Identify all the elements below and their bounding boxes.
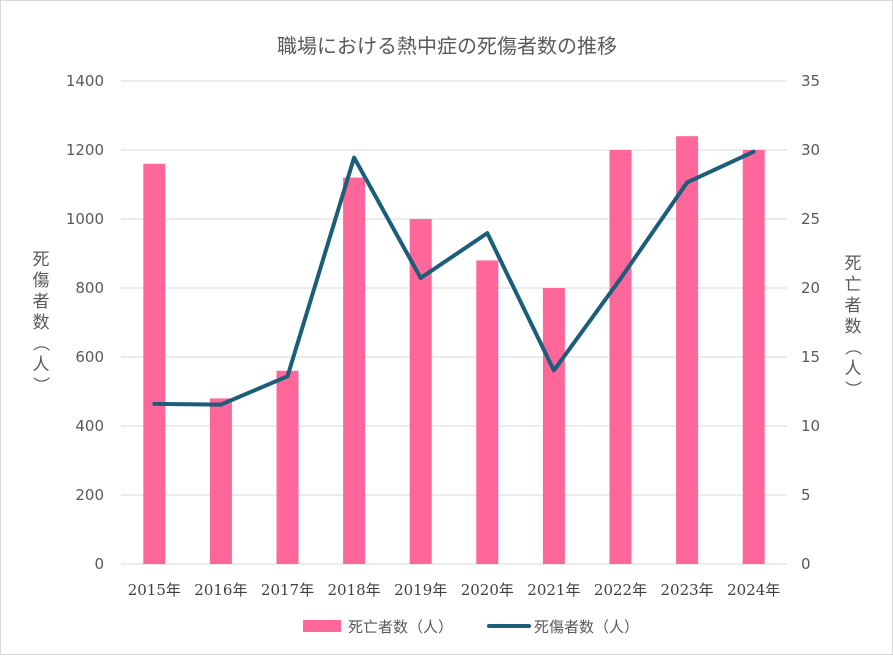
- bar: [143, 163, 166, 565]
- axis-label-char: （: [30, 335, 50, 352]
- axis-label-char: ）: [842, 381, 862, 398]
- x-tick-label: 2017年: [261, 581, 314, 599]
- left-tick-label: 200: [75, 486, 104, 504]
- left-tick-label: 800: [75, 279, 104, 297]
- bar: [609, 150, 632, 564]
- x-tick-label: 2023年: [661, 581, 714, 599]
- right-tick-label: 5: [801, 486, 811, 504]
- right-axis-title: 死亡者数 （ 人 ）: [842, 254, 862, 398]
- right-axis-ticks: 0 5 10 15 20 25 30 35: [801, 72, 820, 573]
- axis-label-char: 亡: [845, 275, 862, 295]
- left-tick-label: 1200: [66, 141, 104, 159]
- bar: [276, 370, 299, 564]
- bar: [409, 219, 432, 564]
- right-tick-label: 30: [801, 141, 820, 159]
- line-series: [152, 149, 756, 407]
- left-tick-label: 600: [75, 348, 104, 366]
- legend-swatch-bar: [303, 620, 341, 632]
- x-tick-label: 2016年: [194, 581, 247, 599]
- right-tick-label: 25: [801, 210, 820, 228]
- axis-label-char: 傷: [33, 271, 50, 291]
- axis-label-char: 死: [845, 254, 862, 274]
- left-axis-label: 死傷者数 （ 人 ）: [30, 250, 50, 394]
- bar: [742, 150, 765, 564]
- x-tick-label: 2020年: [461, 581, 514, 599]
- right-tick-label: 0: [801, 555, 811, 573]
- bar-series: [143, 136, 765, 565]
- x-tick-label: 2024年: [727, 581, 780, 599]
- axis-label-char: ）: [30, 377, 50, 394]
- bar: [542, 288, 565, 564]
- right-tick-label: 10: [801, 417, 820, 435]
- x-tick-label: 2022年: [594, 581, 647, 599]
- axis-label-char: 人: [33, 355, 50, 375]
- right-tick-label: 35: [801, 72, 820, 90]
- left-tick-label: 400: [75, 417, 104, 435]
- axis-label-char: 死: [33, 250, 50, 270]
- bar: [676, 136, 699, 564]
- axis-label-char: 者: [845, 296, 862, 316]
- legend-label-line: 死傷者数（人）: [534, 618, 639, 636]
- right-tick-label: 20: [801, 279, 820, 297]
- axis-label-char: （: [842, 339, 862, 356]
- chart-title: 職場における熱中症の死傷者数の推移: [277, 34, 617, 58]
- axis-label-char: 人: [845, 359, 862, 379]
- bar: [343, 177, 366, 564]
- x-tick-label: 2018年: [328, 581, 381, 599]
- bar: [476, 260, 499, 564]
- x-tick-label: 2015年: [128, 581, 181, 599]
- x-axis-ticks: 2015年 2016年 2017年 2018年 2019年 2020年 2021年 2022年…: [128, 581, 781, 599]
- legend-label-bar: 死亡者数（人）: [348, 618, 453, 636]
- left-tick-label: 0: [94, 555, 104, 573]
- left-axis-ticks: 0 200 400 600 800 1000 1200 1400: [66, 72, 104, 573]
- gridlines: [121, 80, 787, 565]
- x-tick-label: 2019年: [394, 581, 447, 599]
- legend: 死亡者数（人） 死傷者数（人）: [303, 618, 639, 636]
- series-line: [152, 149, 756, 407]
- left-tick-label: 1000: [66, 210, 104, 228]
- axis-label-char: 数: [33, 313, 50, 333]
- left-tick-label: 1400: [66, 72, 104, 90]
- left-axis-title: 死傷者数 （ 人 ）: [30, 250, 50, 394]
- axis-label-char: 数: [845, 317, 862, 337]
- right-tick-label: 15: [801, 348, 820, 366]
- right-axis-label: 死亡者数 （ 人 ）: [842, 254, 862, 398]
- bar: [209, 398, 232, 564]
- axis-label-char: 者: [33, 292, 50, 312]
- x-tick-label: 2021年: [527, 581, 580, 599]
